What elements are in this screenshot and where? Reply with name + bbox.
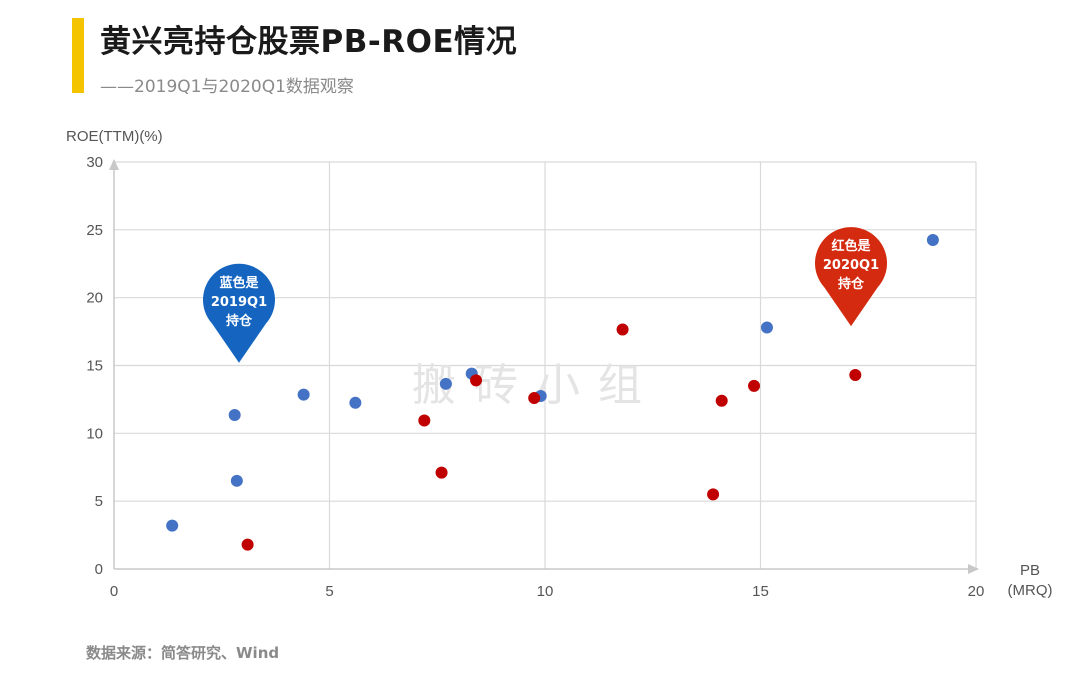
callout-text-2019q1-1: 2019Q1	[211, 295, 267, 310]
x-tick-label-2: 10	[537, 583, 554, 600]
point-2019q1-4	[349, 396, 362, 409]
point-2019q1-2	[230, 474, 243, 487]
axes	[109, 159, 979, 574]
point-2020q1-2	[435, 466, 448, 479]
x-tick-label-4: 20	[968, 583, 985, 600]
callout-text-2019q1-0: 蓝色是	[219, 275, 259, 291]
x-tick-label-1: 5	[325, 583, 333, 600]
data-points	[166, 234, 939, 551]
callout-pin-2020q1: 红色是 2020Q1 持仓	[815, 227, 888, 327]
title-accent-bar	[72, 18, 84, 93]
y-tick-label-4: 20	[86, 290, 103, 307]
series-callouts: 蓝色是 2019Q1 持仓 红色是 2020Q1 持仓	[202, 227, 888, 363]
point-2019q1-0	[166, 519, 179, 532]
y-axis-arrow	[109, 159, 119, 170]
point-2020q1-0	[241, 538, 254, 551]
callout-text-2019q1-2: 持仓	[226, 313, 253, 329]
point-2020q1-4	[528, 392, 541, 405]
y-tick-label-3: 15	[86, 358, 103, 375]
point-2020q1-6	[707, 488, 720, 501]
y-tick-label-0: 0	[95, 561, 103, 578]
page-subtitle: ——2019Q1与2020Q1数据观察	[100, 77, 354, 97]
y-axis-title: ROE(TTM)(%)	[66, 128, 163, 145]
x-axis-title-line-1: PB	[1020, 562, 1040, 579]
point-2019q1-9	[926, 234, 939, 247]
y-tick-label-6: 30	[86, 154, 103, 171]
point-2019q1-8	[760, 321, 773, 334]
point-2020q1-1	[418, 414, 431, 427]
point-2020q1-8	[748, 379, 761, 392]
point-2020q1-9	[849, 368, 862, 381]
x-axis-arrow	[968, 564, 979, 574]
tick-labels: 0 5 10 15 20 25 30 0 5 10 15 20	[86, 154, 984, 600]
y-tick-label-5: 25	[86, 222, 103, 239]
x-tick-label-0: 0	[110, 583, 118, 600]
point-2019q1-1	[228, 409, 241, 422]
point-2020q1-3	[470, 374, 483, 387]
point-2019q1-3	[297, 388, 310, 401]
callout-text-2020q1-2: 持仓	[838, 276, 865, 292]
point-2019q1-5	[439, 377, 452, 390]
data-source-note: 数据来源：简答研究、Wind	[86, 644, 280, 662]
callout-text-2020q1-0: 红色是	[832, 238, 872, 254]
y-tick-label-1: 5	[95, 493, 103, 510]
callout-text-2020q1-1: 2020Q1	[823, 258, 879, 273]
point-2020q1-7	[715, 394, 728, 407]
point-2020q1-5	[616, 323, 629, 336]
x-tick-label-3: 15	[752, 583, 769, 600]
y-tick-label-2: 10	[86, 425, 103, 442]
page-title: 黄兴亮持仓股票PB-ROE情况	[100, 24, 518, 60]
x-axis-title-line-2: (MRQ)	[1008, 582, 1053, 599]
callout-shape-2020q1	[815, 227, 888, 327]
callout-shape-2019q1	[202, 263, 275, 363]
callout-pin-2019q1: 蓝色是 2019Q1 持仓	[202, 263, 275, 363]
